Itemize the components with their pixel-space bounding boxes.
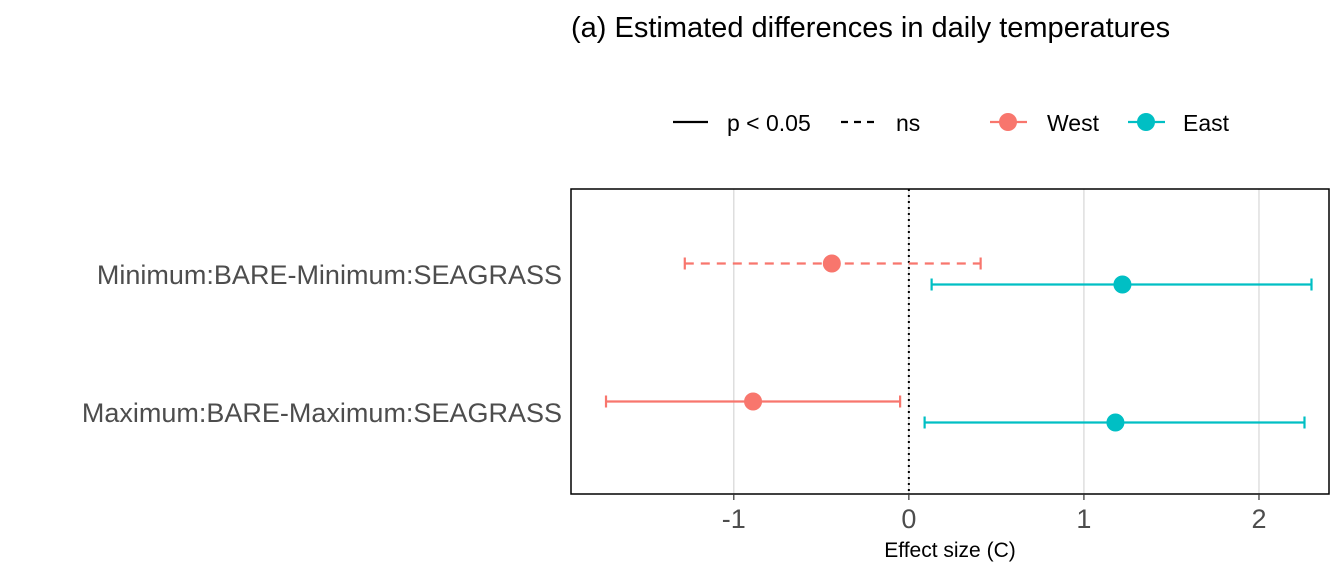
point-estimate bbox=[1113, 275, 1132, 294]
point-estimate bbox=[1106, 413, 1125, 432]
x-tick-label: 2 bbox=[1251, 504, 1266, 534]
legend: p < 0.05 ns West East bbox=[673, 110, 1230, 136]
x-axis-title: Effect size (C) bbox=[884, 539, 1015, 562]
point-estimates bbox=[744, 254, 1132, 432]
x-tick-label: -1 bbox=[722, 504, 746, 534]
legend-label-west: West bbox=[1047, 110, 1100, 136]
chart-title: (a) Estimated differences in daily tempe… bbox=[571, 12, 1170, 44]
point-estimate bbox=[744, 392, 763, 411]
point-estimate bbox=[822, 254, 841, 273]
legend-label-ns: ns bbox=[896, 110, 920, 136]
legend-label-east: East bbox=[1183, 110, 1230, 136]
y-axis-labels: Minimum:BARE-Minimum:SEAGRASS Maximum:BAR… bbox=[82, 260, 562, 428]
legend-label-significant: p < 0.05 bbox=[727, 110, 811, 136]
error-bars bbox=[604, 257, 1313, 429]
legend-west-point-key bbox=[999, 113, 1017, 131]
x-axis-ticks: -1 0 1 2 bbox=[722, 494, 1266, 534]
x-tick-label: 0 bbox=[901, 504, 916, 534]
gridlines bbox=[733, 189, 1260, 494]
y-category-label: Minimum:BARE-Minimum:SEAGRASS bbox=[97, 260, 562, 290]
legend-east-point-key bbox=[1137, 113, 1155, 131]
plot-panel-border bbox=[570, 188, 1330, 495]
y-category-label: Maximum:BARE-Maximum:SEAGRASS bbox=[82, 398, 562, 428]
x-tick-label: 1 bbox=[1076, 504, 1091, 534]
